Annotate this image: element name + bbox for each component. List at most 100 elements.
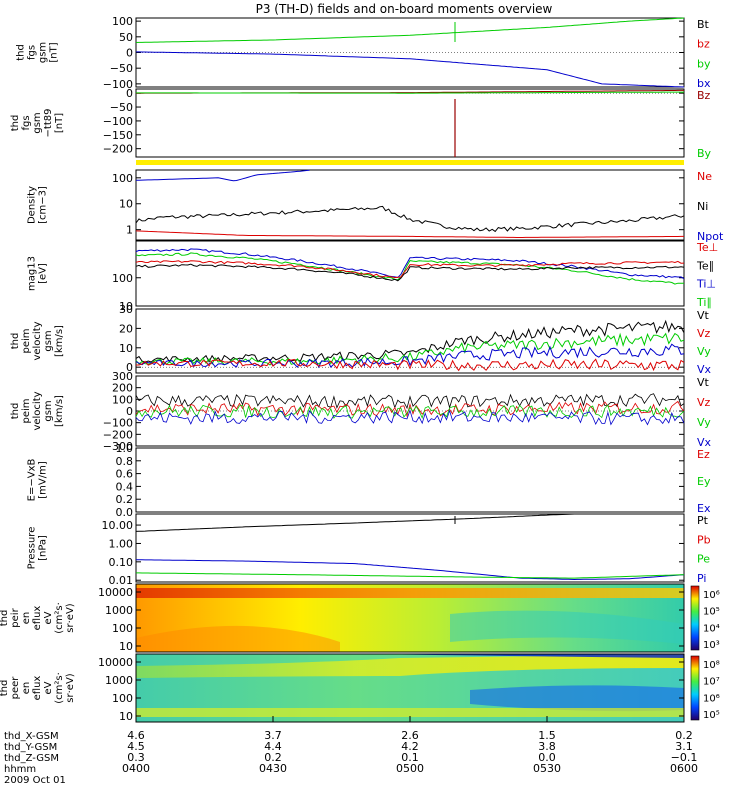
y-tick-label: 1.0: [116, 442, 134, 455]
y-tick-label: 1000: [105, 674, 133, 687]
xaxis-row-label: thd_Y-GSM: [4, 742, 57, 753]
panel-ylabel: thdfgsgsm[nT]: [16, 42, 60, 63]
ylabel-line: gsm: [43, 330, 54, 351]
series-line: [135, 343, 685, 369]
ylabel-line: sr·eV): [65, 603, 76, 632]
panel-3: 100 10 1 Density[cm−3] Ne Ni Npot: [27, 169, 724, 243]
x-axis-annotation: thd_X-GSM 4.6 3.7 2.6 1.5 0.2 thd_Y-GSM 4.5 4.4 4…: [4, 716, 698, 786]
ylabel-line: thd: [0, 680, 10, 697]
ion-quiet-region: [450, 610, 684, 644]
panel-frame: [135, 583, 685, 653]
xaxis-value: 0400: [122, 762, 150, 775]
ylabel-line: [mV/m]: [38, 461, 49, 499]
xaxis-value: 3.1: [675, 740, 693, 753]
series-line: [135, 17, 685, 43]
y-tick-label: −100: [103, 115, 133, 128]
ylabel-line: en: [21, 612, 32, 625]
legend-label-vy: Vy: [697, 416, 711, 429]
y-tick-label: 10: [119, 710, 133, 723]
colorbar: [690, 585, 700, 651]
series-line: [135, 559, 685, 581]
xaxis-value: 2.6: [401, 729, 419, 742]
y-tick-label: 0.6: [116, 468, 134, 481]
legend-label-ti: Ti∥: [696, 296, 712, 309]
panel-1: 100 50 0 −50 −100 thdfgsgsm[nT] Bt bz by bx: [16, 15, 711, 91]
y-tick-label: 0.01: [109, 574, 134, 587]
series-line: [136, 51, 685, 88]
panel-7: 1.00.80.60.40.20.0 E=−VxB[mV/m] Ez Ey Ex: [27, 442, 711, 519]
y-tick-label: 0: [126, 87, 133, 100]
ylabel-line: eV: [43, 611, 54, 624]
legend-label-vx: Vx: [697, 436, 712, 449]
y-tick-label: 20: [119, 322, 133, 335]
xaxis-value: 0.2: [675, 729, 693, 742]
ylabel-line: [km/s]: [54, 395, 65, 427]
ylabel-line: eflux: [32, 676, 43, 701]
y-tick-label: 50: [119, 31, 133, 44]
xaxis-value: 3.7: [264, 729, 282, 742]
panel-frame: [135, 447, 685, 513]
y-tick-label: 1000: [105, 604, 133, 617]
legend-label-bt: Bt: [697, 18, 710, 31]
ylabel-line: peim: [21, 328, 32, 353]
y-tick-label: 10: [119, 342, 133, 355]
panel-frame: [135, 513, 685, 583]
ylabel-line: thd: [0, 610, 10, 627]
y-tick-label: 200: [112, 382, 133, 395]
series-line: [135, 400, 685, 418]
y-tick-label: 0: [126, 47, 133, 60]
xaxis-row-label: thd_Z-GSM: [4, 753, 59, 764]
y-tick-label: −300: [103, 440, 133, 453]
colorbar: [690, 655, 700, 721]
ylabel-line: thd: [10, 115, 21, 132]
series-line: [135, 393, 685, 410]
legend-label-te: Te∥: [696, 259, 714, 272]
legend-label-ne: Ne: [697, 170, 712, 183]
panel-5: 30 20 10 0 thdpeimvelocitygsm[km/s] Vt Vz Vy Vx: [10, 303, 712, 376]
ylabel-line: thd: [10, 403, 21, 420]
y-tick-label: 10.00: [102, 519, 134, 532]
panel-ylabel: Density[cm−3]: [27, 186, 49, 224]
xaxis-row-label: hhmm: [4, 764, 36, 775]
y-tick-label: −100: [103, 417, 133, 430]
legend-label-vt: Vt: [697, 376, 710, 389]
electron-high-energy-edge: [360, 654, 684, 658]
panel-ylabel: thdpeimvelocitygsm[km/s]: [10, 321, 65, 360]
colorbar-tick-label: 10³: [703, 640, 720, 651]
legend-label-bx: bx: [697, 77, 711, 90]
panel-ylabel: thdpeimvelocitygsm[km/s]: [10, 391, 65, 430]
series-line: [135, 404, 685, 420]
ylabel-line: gsm: [32, 112, 43, 133]
y-tick-label: 100: [112, 622, 133, 635]
ylabel-line: gsm: [43, 400, 54, 421]
panel-frame: [135, 169, 685, 241]
y-tick-label: 0.2: [116, 493, 134, 506]
y-tick-label: 1.00: [109, 537, 134, 550]
series-line: [135, 260, 685, 279]
y-tick-label: 100: [112, 393, 133, 406]
y-tick-label: 0.4: [116, 480, 134, 493]
ylabel-line: [nT]: [49, 42, 60, 62]
xaxis-value: 0600: [670, 762, 698, 775]
ylabel-line: [nPa]: [38, 535, 49, 561]
ylabel-line: velocity: [32, 391, 43, 430]
y-tick-label: −50: [110, 101, 133, 114]
ylabel-line: [km/s]: [54, 325, 65, 357]
panel-8: 10.00 1.00 0.10 0.01 Pressure[nPa] Pt Pb Pe Pi: [27, 513, 711, 587]
colorbar-tick-label: 10⁸: [703, 660, 720, 671]
legend-label-ni: Ni: [697, 200, 708, 213]
panels-group: 100500−50−100thdfgsgsm[nT]Btbzbybx0−50−1…: [0, 15, 724, 723]
legend-label-bz: bz: [697, 38, 710, 51]
xaxis-row-label: thd_X-GSM: [4, 731, 59, 742]
panel-ylabel: mag13[eV]: [27, 256, 49, 291]
colorbar-tick-label: 10⁵: [703, 607, 720, 618]
y-tick-label: 100: [112, 172, 133, 185]
ion-high-energy-band: [136, 588, 684, 598]
figure-title: P3 (TH-D) fields and on-board moments ov…: [256, 2, 553, 16]
ylabel-line: [eV]: [38, 263, 49, 284]
y-tick-label: 0.10: [109, 556, 134, 569]
y-tick-label: 10: [119, 640, 133, 653]
ylabel-line: peir: [10, 607, 21, 627]
panel-frame: [135, 308, 685, 374]
